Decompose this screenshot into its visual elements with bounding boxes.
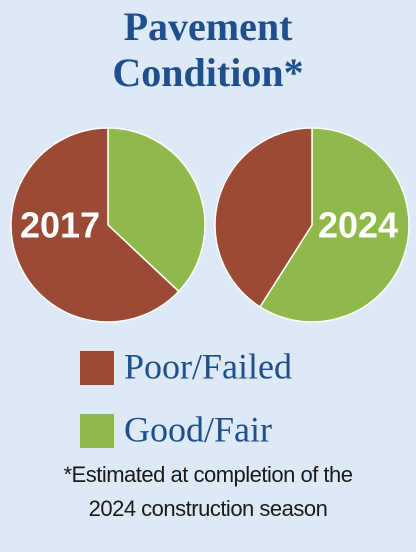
legend-text: Poor/Failed [124, 346, 292, 386]
pie-slice [214, 127, 313, 308]
chart-title: Pavement Condition* [112, 4, 304, 95]
pie-label: 2024 [318, 205, 398, 246]
pie-slice [10, 127, 180, 323]
legend-swatch [80, 414, 114, 448]
pie-slice [258, 127, 410, 323]
footnote: *Estimated at completion of the 2024 con… [63, 462, 354, 521]
pie-label: 2017 [20, 205, 100, 246]
legend-swatch [80, 351, 114, 385]
legend-text: Good/Fair [124, 409, 272, 449]
pie-slice [107, 127, 206, 293]
